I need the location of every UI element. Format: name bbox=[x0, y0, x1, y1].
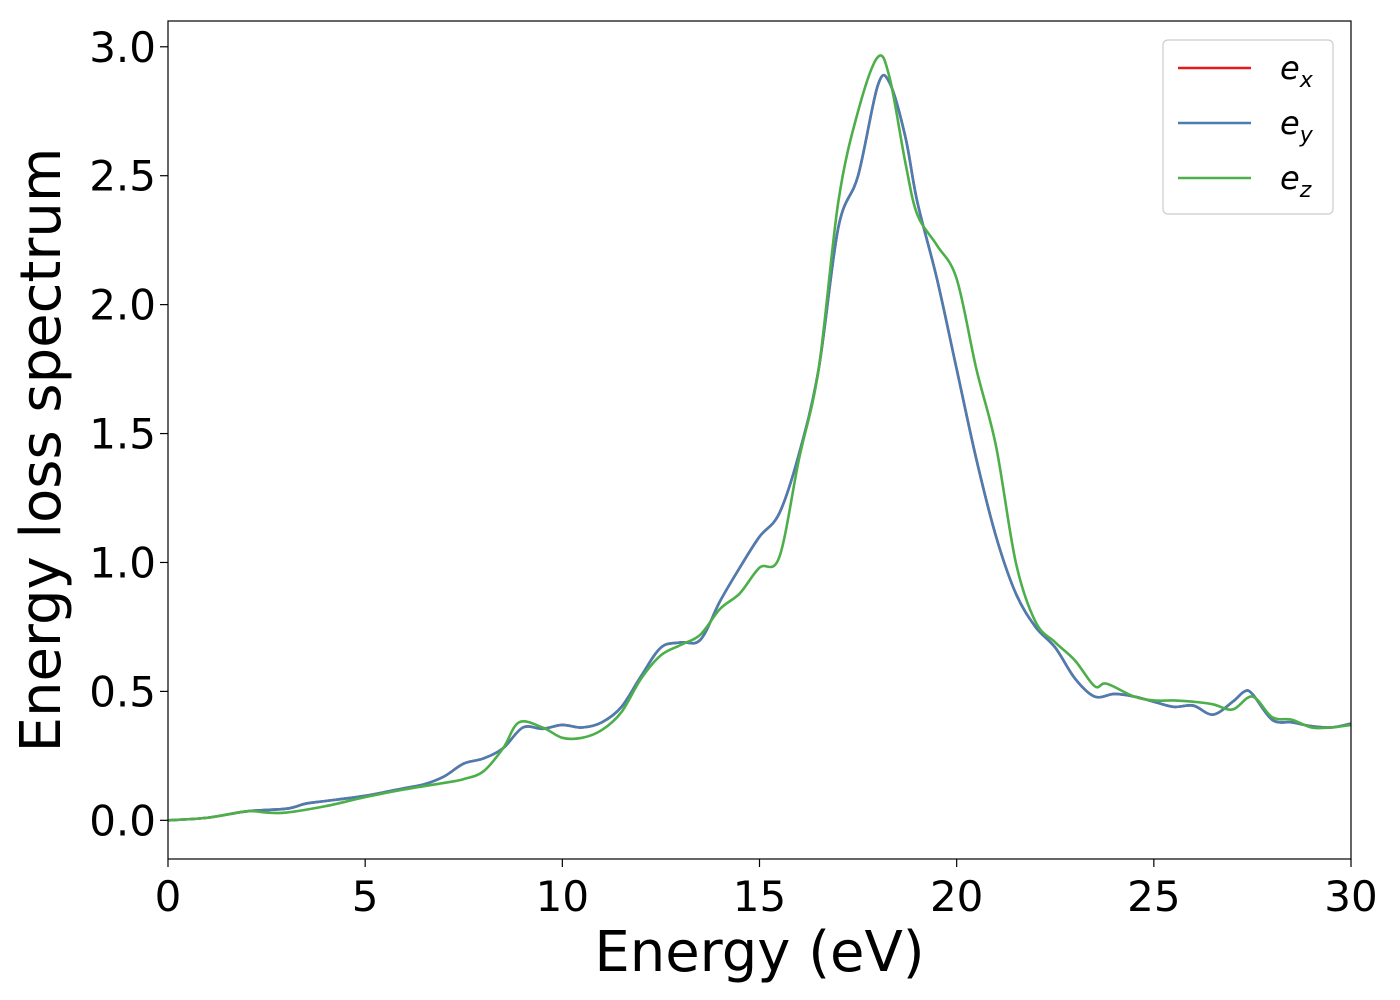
legend-label-e_y: ey bbox=[1280, 104, 1314, 148]
y-tick-label: 0.5 bbox=[89, 667, 156, 716]
y-tick-label: 1.0 bbox=[89, 538, 156, 587]
y-axis-label: Energy loss spectrum bbox=[9, 148, 74, 753]
legend: ex ey ez bbox=[1162, 39, 1334, 215]
legend-label-e_x: ex bbox=[1280, 49, 1314, 93]
y-axis-ticks: 0.0 0.5 1.0 1.5 2.0 2.5 3.0 bbox=[89, 23, 168, 845]
x-tick-label: 15 bbox=[733, 872, 786, 921]
x-tick-label: 25 bbox=[1127, 872, 1180, 921]
legend-box bbox=[1162, 39, 1334, 215]
series-line-e_y bbox=[167, 73, 1352, 822]
y-tick-label: 3.0 bbox=[89, 23, 156, 72]
x-tick-label: 0 bbox=[155, 872, 182, 921]
x-tick-label: 30 bbox=[1324, 872, 1377, 921]
x-axis-ticks: 0 5 10 15 20 25 30 bbox=[155, 859, 1378, 921]
legend-label-e_z: ez bbox=[1280, 159, 1312, 203]
y-tick-label: 2.0 bbox=[89, 281, 156, 330]
x-tick-label: 10 bbox=[536, 872, 589, 921]
series-line-e_z bbox=[167, 54, 1352, 822]
y-tick-label: 0.0 bbox=[89, 796, 156, 845]
x-axis-label: Energy (eV) bbox=[594, 920, 924, 985]
y-tick-label: 1.5 bbox=[89, 410, 156, 459]
x-tick-label: 5 bbox=[352, 872, 379, 921]
y-tick-label: 2.5 bbox=[89, 152, 156, 201]
x-tick-label: 20 bbox=[930, 872, 983, 921]
plot-lines bbox=[167, 54, 1352, 822]
